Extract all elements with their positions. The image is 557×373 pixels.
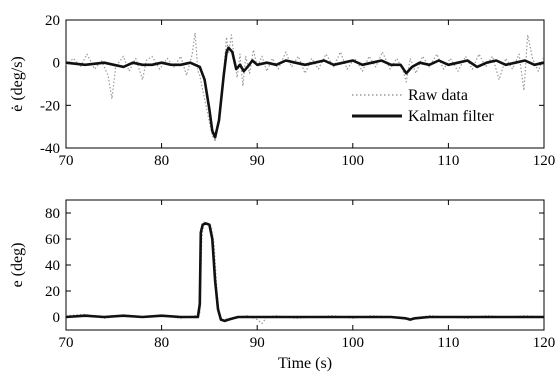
bottom-kalman-filter-line [65,222,544,323]
bottom-plot-frame [65,199,545,331]
top-plot-frame [65,19,545,149]
top-y-tick-label: 0 [53,56,61,72]
bottom-x-tick-label: 120 [533,335,556,351]
top-raw-data-series [65,32,545,143]
legend-raw-label: Raw data [408,87,468,104]
top-x-tick-label: 100 [342,153,365,169]
top-panel: 70 80 90 100 110 120 -40 -20 0 20 ė (deg/s) Raw d… [9,13,555,169]
legend-filter-label: Kalman filter [408,108,494,125]
bottom-y-tick-label: 60 [45,232,60,248]
top-y-tick-label: -40 [40,141,60,157]
top-kalman-filter-series [65,46,545,139]
bottom-raw-data-series [65,221,545,325]
top-ticks: 70 80 90 100 110 120 -40 -20 0 20 [40,13,555,169]
bottom-x-tick-label: 110 [437,335,459,351]
bottom-y-tick-label: 20 [45,284,60,300]
top-x-tick-label: 110 [437,153,459,169]
bottom-panel: 70 80 90 100 110 120 0 20 40 60 80 e (deg) Time (s… [9,199,555,372]
bottom-y-tick-label: 80 [45,206,60,222]
top-x-tick-label: 70 [59,153,74,169]
top-raw-data-line [65,32,545,143]
top-kalman-filter-line [65,46,545,139]
bottom-x-tick-label: 80 [154,335,169,351]
bottom-ticks: 70 80 90 100 110 120 0 20 40 60 80 [45,200,555,351]
top-x-tick-label: 80 [154,153,169,169]
bottom-raw-data-line [65,221,545,325]
x-axis-label: Time (s) [278,355,332,372]
top-x-tick-label: 120 [533,153,556,169]
bottom-x-tick-label: 70 [59,335,74,351]
top-y-tick-label: 20 [45,13,60,29]
top-x-tick-label: 90 [250,153,265,169]
bottom-x-tick-label: 100 [342,335,365,351]
bottom-kalman-filter-series [65,222,544,323]
top-y-tick-label: -20 [40,98,60,114]
bottom-y-tick-label: 0 [53,310,61,326]
top-y-axis-label: ė (deg/s) [9,56,26,112]
bottom-y-axis-label: e (deg) [9,243,26,288]
bottom-x-tick-label: 90 [250,335,265,351]
bottom-y-tick-label: 40 [45,258,60,274]
legend: Raw data Kalman filter [352,87,494,125]
